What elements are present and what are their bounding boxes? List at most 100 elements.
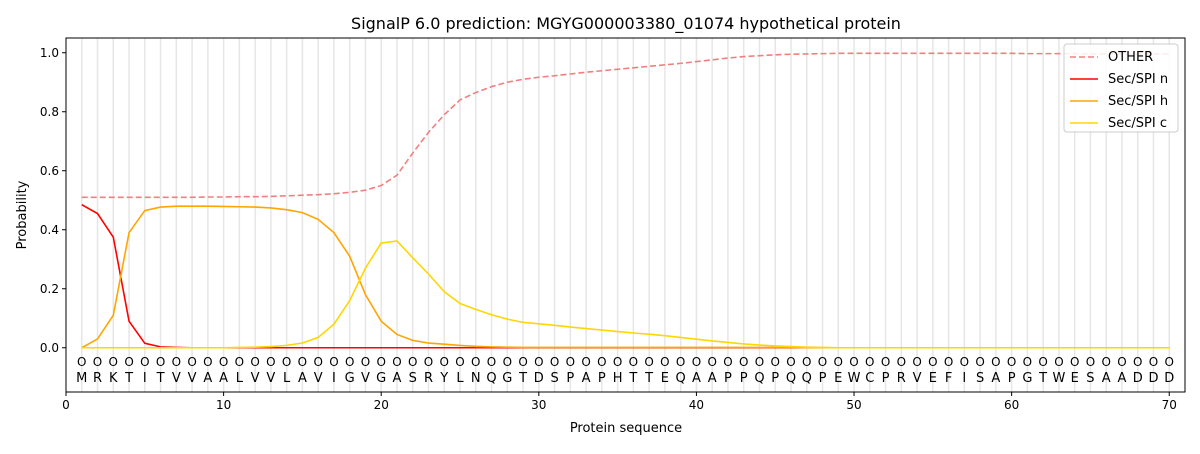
residue-label: T [1038, 371, 1047, 386]
residue-marker: O [266, 355, 275, 369]
residue-label: H [613, 371, 623, 386]
legend-box [1063, 43, 1179, 133]
legend-label: Sec/SPI h [1108, 94, 1168, 109]
residue-label: G [502, 371, 512, 386]
residue-marker: O [928, 355, 937, 369]
residue-label: G [1022, 371, 1032, 386]
residue-label: P [598, 371, 606, 386]
x-tick-label: 70 [1162, 398, 1177, 412]
residue-marker: O [613, 355, 622, 369]
residue-label: V [251, 371, 260, 386]
residue-marker: O [345, 355, 354, 369]
residue-label: L [236, 371, 244, 386]
residue-label: T [644, 371, 653, 386]
residue-label: A [298, 371, 307, 386]
residue-label: A [708, 371, 717, 386]
residue-marker: O [1070, 355, 1079, 369]
residue-marker: O [471, 355, 480, 369]
residue-label: A [393, 371, 402, 386]
residue-marker: O [156, 355, 165, 369]
residue-marker: O [739, 355, 748, 369]
series-line-sec-spi-n [81, 203, 1170, 349]
residue-marker: O [550, 355, 559, 369]
residue-marker: O [1007, 355, 1016, 369]
residue-marker: O [518, 355, 527, 369]
y-tick-label: 1.0 [40, 46, 59, 60]
x-tick-label: 60 [1004, 398, 1019, 412]
residue-label: T [124, 371, 133, 386]
residue-marker: O [944, 355, 953, 369]
residue-label: G [376, 371, 386, 386]
residue-marker: O [235, 355, 244, 369]
residue-marker: O [376, 355, 385, 369]
residue-label: T [156, 371, 165, 386]
y-tick-label: 0.8 [40, 105, 59, 119]
residue-marker: O [1117, 355, 1126, 369]
residue-marker: O [329, 355, 338, 369]
residue-label: P [771, 371, 779, 386]
x-tick-label: 30 [531, 398, 546, 412]
x-tick-label: 40 [689, 398, 704, 412]
residue-marker: O [109, 355, 118, 369]
residue-marker: O [250, 355, 259, 369]
residue-marker: O [692, 355, 701, 369]
residue-label: S [976, 371, 984, 386]
x-tick-label: 20 [374, 398, 389, 412]
residue-label: V [314, 371, 323, 386]
chart-title: SignalP 6.0 prediction: MGYG000003380_01… [351, 14, 901, 34]
residue-marker: O [487, 355, 496, 369]
y-axis-label: Probability [15, 180, 30, 249]
x-tick-label: 50 [846, 398, 861, 412]
residue-label: I [962, 371, 966, 386]
residue-label: L [283, 371, 291, 386]
residue-marker: O [849, 355, 858, 369]
residue-label: E [834, 371, 842, 386]
residue-marker: O [503, 355, 512, 369]
residue-label: I [143, 371, 147, 386]
residue-label: S [550, 371, 558, 386]
residue-label: M [76, 371, 87, 386]
x-axis-label: Protein sequence [570, 421, 682, 436]
residue-label: A [219, 371, 228, 386]
residue-label: A [991, 371, 1000, 386]
residue-label: E [1071, 371, 1079, 386]
residue-marker: O [912, 355, 921, 369]
residue-marker: O [818, 355, 827, 369]
residue-label: D [1148, 371, 1158, 386]
residue-marker: O [1101, 355, 1110, 369]
residue-label: V [172, 371, 181, 386]
residue-label: P [882, 371, 890, 386]
residue-label: D [1133, 371, 1143, 386]
residue-label: D [534, 371, 544, 386]
residue-label: C [865, 371, 874, 386]
residue-marker: O [1149, 355, 1158, 369]
residue-marker: O [707, 355, 716, 369]
residue-marker: O [1038, 355, 1047, 369]
residue-marker: O [723, 355, 732, 369]
residue-marker: O [203, 355, 212, 369]
residue-label: Y [439, 371, 448, 386]
residue-label: A [582, 371, 591, 386]
residue-marker: O [124, 355, 133, 369]
residue-marker: O [77, 355, 86, 369]
residue-label: A [1102, 371, 1111, 386]
residue-marker: O [802, 355, 811, 369]
residue-marker: O [219, 355, 228, 369]
residue-label: S [409, 371, 417, 386]
residue-marker: O [282, 355, 291, 369]
residue-marker: O [1023, 355, 1032, 369]
series-line-other [81, 52, 1170, 199]
residue-label: A [1118, 371, 1127, 386]
residue-marker: O [187, 355, 196, 369]
residue-marker: O [392, 355, 401, 369]
residue-marker: O [440, 355, 449, 369]
residue-marker: O [361, 355, 370, 369]
residue-label: Q [486, 371, 496, 386]
residue-label: V [188, 371, 197, 386]
residue-label: N [471, 371, 481, 386]
residue-label: I [332, 371, 336, 386]
residue-marker: O [408, 355, 417, 369]
residue-label: T [518, 371, 527, 386]
residue-label: E [661, 371, 669, 386]
